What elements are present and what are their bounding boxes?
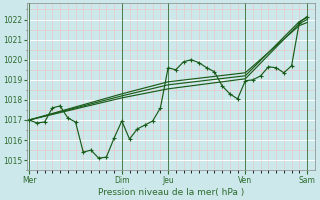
- X-axis label: Pression niveau de la mer( hPa ): Pression niveau de la mer( hPa ): [98, 188, 244, 197]
